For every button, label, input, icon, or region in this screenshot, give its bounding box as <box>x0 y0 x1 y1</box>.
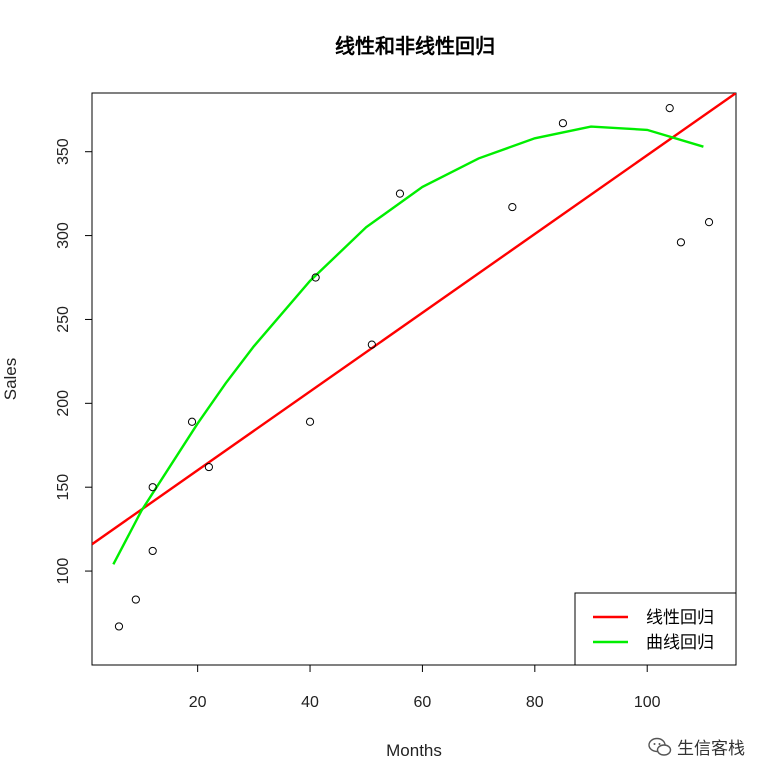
watermark: 生信客栈 <box>648 734 745 759</box>
legend-label: 曲线回归 <box>646 633 714 653</box>
data-point <box>704 218 714 227</box>
data-point <box>311 273 320 282</box>
y-tick-label: 250 <box>55 306 72 333</box>
points-layer <box>114 103 714 631</box>
x-tick-label: 80 <box>526 694 544 711</box>
series-layer <box>92 93 736 565</box>
legend-box <box>574 592 737 666</box>
x-tick-label: 40 <box>301 694 319 711</box>
chart-title: 线性和非线性回归 <box>335 34 495 58</box>
x-axis-title: Months <box>386 741 442 760</box>
data-point <box>114 622 124 631</box>
y-tick-label: 200 <box>55 390 72 417</box>
legend-label: 线性回归 <box>646 608 714 628</box>
x-tick-label: 20 <box>189 694 207 711</box>
data-point <box>676 238 686 247</box>
y-axis-title: Sales <box>1 358 20 401</box>
data-point <box>148 483 157 492</box>
y-tick-label: 100 <box>55 558 72 585</box>
data-point <box>395 189 405 198</box>
data-point <box>665 103 674 113</box>
x-axis: 20 40 60 80 100 <box>189 664 661 711</box>
y-axis: 100 150 200 250 300 350 <box>55 138 93 585</box>
watermark-text: 生信客栈 <box>677 739 745 759</box>
data-point <box>558 119 568 128</box>
data-point <box>131 595 140 604</box>
y-tick-label: 350 <box>55 138 72 165</box>
y-tick-label: 150 <box>55 474 72 501</box>
y-tick-label: 300 <box>55 222 72 249</box>
data-point <box>148 546 157 556</box>
wechat-icon <box>648 737 672 756</box>
data-point <box>187 417 197 426</box>
data-point <box>367 340 376 349</box>
data-point <box>305 417 315 426</box>
linear-regression-line <box>92 93 736 546</box>
x-tick-label: 100 <box>634 694 661 711</box>
curve-regression-line <box>112 125 704 565</box>
data-point <box>508 202 517 212</box>
x-tick-label: 60 <box>414 694 432 711</box>
plot-frame <box>91 92 737 666</box>
data-point <box>204 462 213 472</box>
